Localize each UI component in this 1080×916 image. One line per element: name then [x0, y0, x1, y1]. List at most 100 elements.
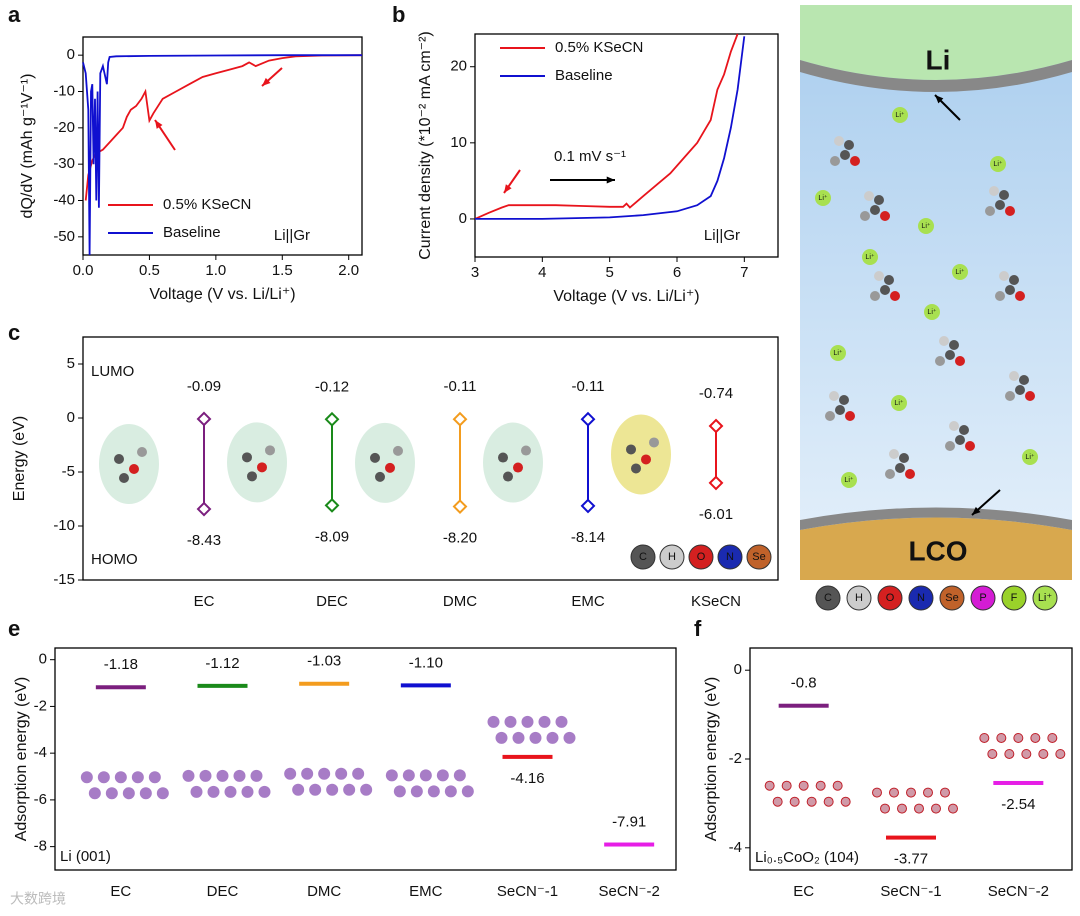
level-bar: [299, 681, 350, 686]
atom: [905, 469, 915, 479]
y-tick-label: -40: [53, 191, 75, 208]
li-atom: [335, 767, 348, 780]
value-label: -0.12: [315, 378, 349, 395]
li-atom: [80, 771, 93, 784]
li-ion: [918, 218, 934, 234]
li-atom: [410, 785, 423, 798]
li-atom: [309, 783, 322, 796]
x-axis-label: Voltage (V vs. Li/Li⁺): [553, 288, 699, 305]
element-key: [877, 585, 903, 611]
element-label: F: [1011, 592, 1018, 604]
atom: [1009, 275, 1019, 285]
element-label: C: [824, 592, 832, 604]
x-tick-label: 1.0: [205, 262, 226, 279]
atom: [989, 186, 999, 196]
atom: [995, 200, 1005, 210]
li-atom: [461, 785, 474, 798]
li-atom: [393, 785, 406, 798]
element-key: [939, 585, 965, 611]
element-label: P: [979, 592, 986, 604]
lattice-atom: [789, 796, 800, 807]
li-atom: [122, 787, 135, 800]
lattice-atom: [764, 780, 775, 791]
line-series: [475, 36, 746, 220]
lco-electrode: [800, 517, 1072, 580]
li-atom: [131, 771, 144, 784]
atom: [895, 463, 905, 473]
plot-frame: [82, 336, 779, 581]
lattice-atom: [948, 803, 958, 814]
level-marker: [708, 475, 724, 491]
x-tick-label: EC: [194, 593, 215, 610]
element-label: H: [855, 592, 863, 604]
x-tick-label: KSeCN: [691, 593, 741, 610]
atom: [844, 140, 854, 150]
atom: [880, 285, 890, 295]
li-atom: [258, 785, 271, 798]
atom: [649, 437, 659, 448]
level-marker: [324, 497, 340, 513]
element-key: [846, 585, 872, 611]
x-tick-label: EC: [793, 883, 814, 900]
li-atom: [529, 731, 542, 744]
atom: [375, 471, 385, 482]
lattice-atom: [815, 780, 826, 791]
atom: [114, 454, 124, 465]
panel-label: c: [8, 320, 20, 345]
atom: [999, 190, 1009, 200]
atom: [1009, 371, 1019, 381]
atom: [840, 150, 850, 160]
atom: [1005, 285, 1015, 295]
li-atom: [224, 785, 237, 798]
y-tick-label: -4: [729, 839, 742, 856]
element-label: N: [917, 592, 925, 604]
y-tick-label: -2: [34, 697, 47, 714]
lattice-atom: [1047, 732, 1058, 743]
y-tick-label: 10: [450, 134, 467, 151]
y-tick-label: -4: [34, 744, 47, 761]
element-key: [688, 544, 714, 570]
atom: [889, 449, 899, 459]
atom: [945, 350, 955, 360]
element-label: Li⁺: [1038, 592, 1053, 604]
y-tick-label: 5: [67, 355, 75, 372]
lattice-atom: [914, 803, 924, 814]
y-axis-label: Current density (*10⁻² mA cm⁻²): [417, 31, 434, 260]
lattice-atom: [781, 780, 792, 791]
lattice-atom: [1030, 732, 1041, 743]
li-atom: [250, 769, 263, 782]
lattice-atom: [940, 787, 950, 798]
x-tick-label: 0.5: [139, 262, 160, 279]
li-ion: [891, 395, 907, 411]
series-label: HOMO: [91, 551, 138, 568]
atom: [1015, 385, 1025, 395]
atom: [884, 275, 894, 285]
x-tick-label: EC: [110, 883, 131, 900]
li-atom: [487, 715, 500, 728]
atom: [965, 441, 975, 451]
atom: [845, 411, 855, 421]
level-bar: [95, 685, 146, 690]
electrode-label: Li: [926, 44, 951, 75]
atom: [137, 447, 147, 458]
annotation: Li||Gr: [274, 227, 310, 244]
ion-label: Li⁺: [921, 222, 930, 230]
y-tick-label: -6: [34, 791, 47, 808]
element-key: [970, 585, 996, 611]
molecule-surface: [483, 422, 543, 503]
li-atom: [555, 715, 568, 728]
lattice-atom: [897, 803, 907, 814]
atom: [839, 395, 849, 405]
lattice-atom: [987, 748, 998, 759]
atom: [860, 211, 870, 221]
annotation: Li||Gr: [704, 227, 740, 244]
value-label: -4.16: [510, 770, 544, 787]
x-tick-label: DEC: [207, 883, 239, 900]
atom: [119, 473, 129, 484]
atom: [498, 452, 508, 463]
li-atom: [139, 787, 152, 800]
element-key: [815, 585, 841, 611]
element-key: [908, 585, 934, 611]
li-atom: [343, 783, 356, 796]
